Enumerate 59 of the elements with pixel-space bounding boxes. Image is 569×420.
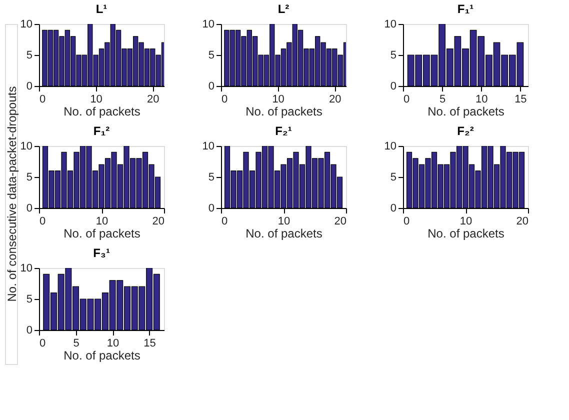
x-axis-title: No. of packets	[428, 226, 504, 240]
x-tick-label: 15	[514, 94, 527, 106]
x-tick-label: 20	[147, 94, 160, 106]
y-tick-label: 10	[20, 18, 32, 30]
y-tick-label: 5	[26, 50, 32, 62]
y-tick-label: 0	[26, 324, 32, 336]
y-axis-title: No. of consecutive data-packet-dropouts	[5, 86, 19, 302]
x-tick-label: 10	[96, 216, 108, 228]
y-tick-label: 0	[26, 202, 32, 214]
x-tick-label: 0	[404, 94, 410, 106]
y-tick-label: 5	[390, 50, 396, 62]
x-tick-label: 10	[272, 94, 284, 106]
y-tick-label: 5	[390, 172, 396, 184]
chart-title: F₁¹	[457, 2, 474, 16]
x-tick-label: 5	[440, 94, 446, 106]
chart-title: F₂¹	[275, 124, 292, 138]
y-tick-label: 0	[208, 80, 214, 92]
x-tick-label: 10	[460, 216, 472, 228]
y-tick-label: 0	[26, 80, 32, 92]
x-axis-title: No. of packets	[428, 104, 504, 118]
chart-title: L¹	[96, 2, 108, 16]
y-tick-label: 5	[208, 50, 214, 62]
x-axis-title: No. of packets	[246, 104, 322, 118]
y-tick-label: 10	[384, 140, 396, 152]
y-tick-label: 5	[26, 172, 32, 184]
chart-title: F₁²	[93, 124, 110, 138]
x-tick-label: 20	[516, 216, 528, 228]
x-tick-label: 0	[222, 94, 228, 106]
y-tick-label: 5	[26, 294, 32, 306]
x-tick-label: 20	[334, 216, 346, 228]
x-tick-label: 10	[476, 94, 488, 106]
y-tick-label: 10	[384, 18, 396, 30]
x-tick-label: 10	[278, 216, 290, 228]
x-tick-label: 0	[222, 216, 228, 228]
x-axis-title: No. of packets	[64, 348, 140, 362]
x-tick-label: 20	[152, 216, 164, 228]
x-axis-title: No. of packets	[64, 104, 140, 118]
chart-title: L²	[278, 2, 290, 16]
x-tick-label: 5	[73, 338, 80, 350]
y-tick-label: 0	[208, 202, 214, 214]
y-tick-label: 0	[390, 202, 396, 214]
x-tick-label: 10	[90, 94, 102, 106]
chart-title: F₃¹	[93, 246, 110, 260]
y-tick-label: 10	[202, 140, 214, 152]
x-tick-label: 15	[144, 338, 156, 350]
x-tick-label: 20	[329, 94, 342, 106]
x-tick-label: 0	[40, 338, 46, 350]
y-tick-label: 0	[390, 80, 396, 92]
y-tick-label: 10	[20, 140, 32, 152]
x-axis-title: No. of packets	[64, 226, 140, 240]
x-tick-label: 0	[404, 216, 410, 228]
x-tick-label: 10	[106, 338, 120, 350]
x-tick-label: 0	[40, 94, 46, 106]
y-tick-label: 10	[20, 262, 32, 274]
chart-title: F₂²	[457, 124, 474, 138]
x-tick-label: 0	[40, 216, 46, 228]
y-tick-label: 5	[208, 172, 214, 184]
y-tick-label: 10	[202, 18, 214, 30]
x-axis-title: No. of packets	[246, 226, 322, 240]
